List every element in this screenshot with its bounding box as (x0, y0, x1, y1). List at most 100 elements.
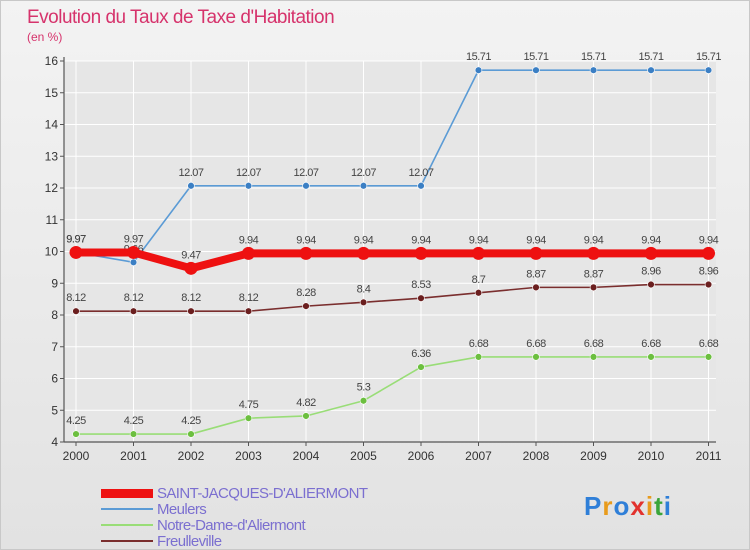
legend-label: Notre-Dame-d'Aliermont (157, 516, 306, 534)
series-line (76, 283, 709, 312)
y-tick-label: 5 (51, 403, 58, 417)
data-point (532, 66, 540, 74)
data-point (589, 353, 598, 361)
data-point (187, 182, 195, 190)
data-point (302, 182, 310, 190)
data-point (647, 280, 655, 289)
x-tick-label: 2011 (696, 449, 722, 463)
data-point (532, 283, 540, 292)
data-point (647, 353, 655, 361)
data-point (184, 261, 198, 275)
series-line (75, 69, 709, 264)
data-label: 9.94 (296, 234, 316, 246)
data-point (474, 289, 483, 297)
data-label: 8.12 (124, 292, 144, 304)
data-label: 8.96 (699, 266, 719, 278)
logo-letter: r (602, 491, 614, 521)
data-label: 9.97 (124, 233, 144, 245)
data-label: 6.68 (641, 338, 661, 350)
data-point (704, 353, 713, 361)
data-point (244, 414, 253, 422)
data-point (704, 66, 713, 74)
data-point (127, 245, 140, 259)
x-tick-label: 2009 (580, 449, 607, 463)
x-tick-label: 2001 (120, 449, 147, 463)
data-point (472, 246, 485, 260)
data-label: 12.07 (236, 167, 261, 179)
chart-subtitle: (en %) (27, 30, 63, 44)
data-point (244, 182, 253, 190)
data-point (129, 258, 138, 266)
data-label: 15.71 (466, 51, 491, 63)
data-label: 5.3 (357, 382, 371, 394)
y-tick-label: 15 (45, 86, 59, 100)
legend-label: SAINT-JACQUES-D'ALIERMONT (157, 484, 368, 502)
data-point (242, 246, 255, 260)
y-tick-label: 11 (46, 213, 59, 227)
data-label: 9.94 (469, 234, 489, 246)
legend-label: Meulers (157, 500, 207, 518)
legend-label: Freulleville (157, 532, 222, 550)
data-point (187, 430, 195, 438)
data-label: 8.7 (472, 274, 486, 286)
data-label: 6.68 (584, 338, 604, 350)
data-point (359, 298, 368, 306)
legend-item: SAINT-JACQUES-D'ALIERMONT (101, 484, 368, 502)
y-tick-label: 12 (45, 181, 59, 195)
data-point (704, 280, 713, 289)
data-point (587, 246, 600, 260)
data-label: 4.25 (181, 415, 201, 427)
y-tick-label: 9 (51, 276, 58, 290)
data-label: 4.75 (239, 399, 259, 411)
data-point (129, 430, 138, 438)
legend-swatch (101, 524, 153, 526)
y-tick-label: 4 (51, 435, 58, 449)
data-point (302, 302, 310, 310)
data-label: 6.36 (411, 348, 431, 360)
data-point (474, 66, 483, 74)
data-label: 8.87 (584, 268, 604, 280)
data-label: 15.71 (581, 51, 606, 63)
data-label: 15.71 (638, 51, 663, 63)
data-point (72, 430, 80, 438)
x-tick-label: 2007 (465, 449, 492, 463)
logo-letter: x (630, 491, 646, 521)
x-tick-label: 2003 (235, 449, 262, 463)
data-point (529, 246, 543, 260)
data-label: 4.82 (296, 397, 316, 409)
data-label: 4.25 (66, 415, 86, 427)
data-label: 9.94 (239, 234, 259, 246)
x-tick-label: 2002 (178, 449, 205, 463)
data-label: 12.07 (178, 167, 203, 179)
logo-letter: i (645, 491, 655, 521)
data-point (69, 245, 83, 259)
data-label: 6.68 (699, 338, 719, 350)
y-tick-label: 16 (45, 54, 59, 68)
series-line (76, 248, 709, 273)
data-label: 9.97 (66, 233, 86, 245)
data-point (299, 246, 313, 260)
data-point (357, 246, 370, 260)
data-label: 8.12 (239, 292, 259, 304)
data-point (417, 182, 425, 190)
data-label: 8.53 (411, 279, 431, 291)
data-point (302, 412, 310, 420)
data-point (414, 246, 428, 260)
y-tick-label: 6 (51, 372, 58, 386)
data-point (532, 353, 540, 361)
line-chart: 4 5 6 7 8 9 10 11 12 13 14 15 16 2000 2001 2002 2003 2004… (45, 51, 722, 463)
data-point (359, 397, 368, 405)
data-label: 12.07 (293, 167, 318, 179)
data-label: 9.94 (526, 234, 546, 246)
data-point (187, 307, 195, 315)
data-label: 9.97 (66, 233, 86, 245)
data-label: 4.25 (124, 415, 144, 427)
y-tick-label: 8 (51, 308, 58, 322)
data-point (417, 363, 425, 371)
legend-swatch (101, 540, 153, 542)
logo-letter: P (584, 491, 603, 521)
data-label: 8.87 (526, 268, 546, 280)
data-label: 8.12 (181, 292, 201, 304)
y-tick-label: 13 (45, 149, 59, 163)
